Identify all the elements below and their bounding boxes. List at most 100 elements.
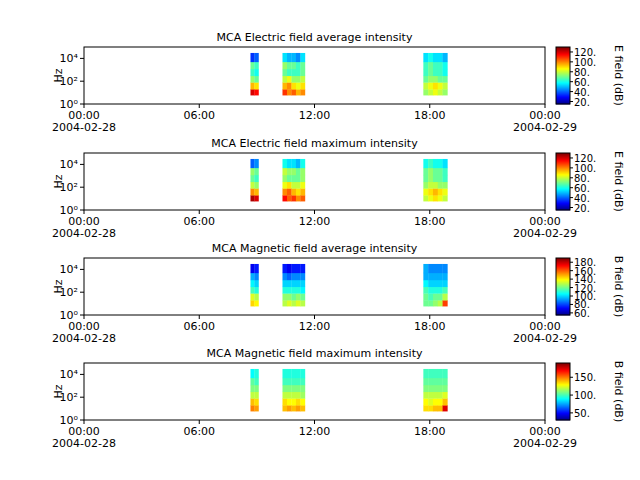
colorbar-step: [556, 402, 570, 403]
colorbar-step: [556, 307, 570, 308]
cell: [296, 287, 301, 294]
cell: [438, 159, 443, 168]
cell: [254, 89, 258, 95]
y-tick: [80, 187, 84, 188]
cell: [423, 188, 428, 195]
colorbar-step: [556, 193, 570, 194]
cell: [291, 280, 296, 287]
colorbar-step: [556, 286, 570, 287]
cell: [438, 195, 443, 201]
cell: [438, 76, 443, 83]
colorbar-step: [556, 269, 570, 270]
colorbar-step: [556, 154, 570, 155]
colorbar-step: [556, 298, 570, 299]
colorbar-step: [556, 274, 570, 275]
cell: [287, 53, 292, 62]
colorbar-step: [556, 177, 570, 178]
cell: [282, 82, 287, 89]
x-tick: [545, 104, 546, 108]
cell: [296, 182, 301, 189]
colorbar-step: [556, 383, 570, 384]
cell: [443, 369, 448, 378]
colorbar-step: [556, 408, 570, 409]
colorbar-step: [556, 312, 570, 313]
cell: [423, 175, 428, 182]
cell: [282, 62, 287, 69]
cell: [443, 168, 448, 175]
colorbar-step: [556, 157, 570, 158]
cell: [254, 369, 258, 378]
colorbar-step: [556, 372, 570, 373]
colorbar-step: [556, 381, 570, 382]
cell: [254, 398, 258, 405]
colorbar-step: [556, 85, 570, 86]
cell: [423, 195, 428, 201]
cell: [423, 385, 428, 392]
colorbar-step: [556, 163, 570, 164]
colorbar-tick-label: 40.: [574, 193, 590, 204]
cell: [438, 69, 443, 76]
colorbar-step: [556, 202, 570, 203]
y-tick: [80, 292, 84, 293]
cell: [287, 264, 292, 273]
cell: [250, 398, 254, 405]
cell: [291, 188, 296, 195]
x-tick-label-line: 2004-02-29: [513, 227, 577, 240]
panel: MCA Electric field maximum intensity00:0…: [52, 137, 625, 240]
cell: [428, 280, 433, 287]
cell: [282, 188, 287, 195]
x-tick-label-line: 18:00: [414, 425, 446, 438]
colorbar-step: [556, 416, 570, 417]
x-tick: [84, 104, 85, 108]
colorbar-step: [556, 77, 570, 78]
colorbar-step: [556, 375, 570, 376]
colorbar-step: [556, 195, 570, 196]
cell: [433, 175, 438, 182]
x-tick-label-line: 12:00: [299, 425, 331, 438]
colorbar-step: [556, 80, 570, 81]
cell: [433, 159, 438, 168]
cell: [300, 398, 305, 405]
colorbar-step: [556, 294, 570, 295]
cell: [291, 89, 296, 95]
cell: [438, 280, 443, 287]
x-tick-label-line: 06:00: [183, 320, 215, 333]
cell: [296, 76, 301, 83]
cell: [282, 280, 287, 287]
cell: [291, 287, 296, 294]
x-tick-label: 00:002004-02-28: [52, 109, 116, 134]
cell: [433, 76, 438, 83]
cell: [254, 385, 258, 392]
cell: [433, 378, 438, 385]
cell: [250, 168, 254, 175]
colorbar-step: [556, 191, 570, 192]
cell: [291, 182, 296, 189]
colorbar-step: [556, 282, 570, 283]
x-tick-label-line: 2004-02-29: [513, 437, 577, 450]
cell: [428, 293, 433, 300]
cell: [250, 392, 254, 399]
colorbar-step: [556, 172, 570, 173]
cell: [300, 182, 305, 189]
cell: [443, 398, 448, 405]
cell: [287, 405, 292, 411]
colorbar-step: [556, 52, 570, 53]
y-tick: [80, 104, 84, 105]
cell: [300, 369, 305, 378]
cell: [433, 385, 438, 392]
cells: [250, 159, 447, 201]
x-tick-label-line: 18:00: [414, 215, 446, 228]
colorbar-tick-label: 120.: [574, 153, 596, 164]
cell: [291, 175, 296, 182]
colorbar-step: [556, 160, 570, 161]
cell: [300, 273, 305, 280]
x-tick: [545, 210, 546, 214]
colorbar-step: [556, 94, 570, 95]
cell: [282, 159, 287, 168]
cell: [428, 369, 433, 378]
colorbar-step: [556, 196, 570, 197]
y-tick: [80, 58, 84, 59]
cell: [423, 69, 428, 76]
colorbar-step: [556, 407, 570, 408]
colorbar-step: [556, 76, 570, 77]
